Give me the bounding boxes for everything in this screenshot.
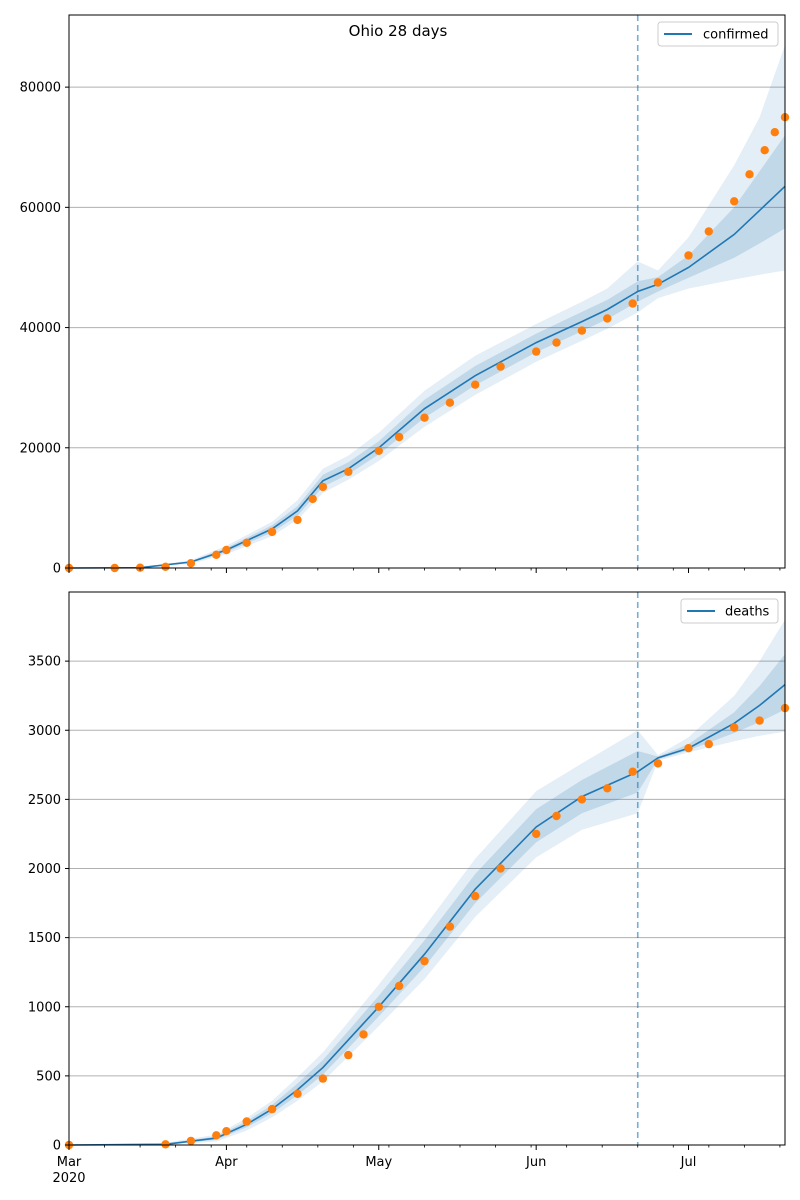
confirmed-observed-point [552, 338, 561, 347]
deaths-uncertainty-bands [69, 619, 785, 1145]
deaths-y-axis: 0 500 1000 1500 2000 2500 3000 3500 [28, 655, 69, 1154]
confirmed-observed-point [242, 538, 251, 547]
deaths-observed-point [532, 829, 541, 839]
x-tick-label: Apr [215, 1155, 238, 1170]
deaths-legend: deaths [680, 598, 779, 624]
confirmed-outer-band [69, 45, 785, 569]
confirmed-inner-band [69, 135, 785, 568]
deaths-observed-point [186, 1136, 196, 1146]
deaths-observed-point [628, 767, 637, 776]
confirmed-legend: confirmed [657, 21, 779, 47]
deaths-observed-point [552, 811, 561, 821]
confirmed-observed-point [374, 446, 383, 455]
deaths-observed-point [653, 759, 663, 768]
confirmed-legend-box [657, 21, 779, 47]
confirmed-model-line [68, 185, 786, 569]
deaths-observed-point [359, 1030, 368, 1039]
deaths-y-tick-label: 2500 [28, 793, 61, 808]
deaths-y-tick-label: 1000 [28, 1000, 61, 1015]
deaths-y-tick-label: 3000 [28, 724, 61, 739]
deaths-outer-band [69, 619, 785, 1145]
confirmed-legend-label: confirmed [703, 28, 769, 43]
deaths-observed-point [755, 716, 764, 725]
deaths-y-tick-label: 3500 [28, 655, 61, 670]
confirmed-observed-point [293, 515, 302, 525]
deaths-y-tick-label: 2000 [28, 862, 61, 877]
confirmed-observed-point [394, 432, 404, 442]
confirmed-observed-point [420, 413, 429, 422]
confirmed-observed-points [64, 113, 790, 573]
deaths-observed-point [445, 922, 455, 931]
confirmed-uncertainty-bands [69, 45, 785, 569]
confirmed-gridlines [69, 86, 785, 449]
confirmed-observed-point [760, 146, 769, 155]
deaths-observed-point [293, 1089, 302, 1099]
confirmed-y-tick-label: 80000 [20, 81, 61, 96]
deaths-observed-points [64, 703, 790, 1150]
confirmed-observed-point [212, 550, 221, 559]
deaths-legend-label: deaths [725, 605, 770, 620]
deaths-observed-point [212, 1131, 221, 1140]
confirmed-observed-point [471, 380, 480, 389]
confirmed-observed-point [770, 128, 779, 137]
confirmed-y-tick-label: 0 [53, 562, 61, 577]
confirmed-observed-point [603, 314, 612, 323]
x-tick-label: May [365, 1155, 392, 1170]
deaths-observed-point [471, 891, 480, 901]
confirmed-observed-point [684, 251, 693, 260]
deaths-gridlines [69, 660, 785, 1077]
confirmed-observed-point [186, 559, 196, 568]
confirmed-x-axis-ticks [68, 568, 781, 573]
confirmed-observed-point [653, 278, 663, 287]
deaths-observed-point [420, 956, 429, 966]
confirmed-observed-point [161, 562, 170, 571]
confirmed-y-tick-label: 40000 [20, 321, 61, 336]
x-tick-label: Jul [680, 1155, 697, 1170]
confirmed-observed-point [628, 299, 637, 308]
confirmed-plot-frame [68, 14, 786, 569]
confirmed-y-axis: 0 20000 40000 60000 80000 [20, 81, 69, 577]
deaths-observed-point [374, 1002, 383, 1011]
confirmed-panel: 0 20000 40000 60000 80000 confirmed [20, 14, 790, 577]
confirmed-observed-point [577, 326, 587, 335]
confirmed-observed-point [318, 482, 328, 492]
deaths-legend-box [680, 598, 779, 624]
deaths-observed-point [704, 739, 713, 749]
deaths-y-tick-label: 0 [53, 1139, 61, 1154]
confirmed-observed-point [308, 494, 317, 504]
x-tick-label: Mar [57, 1155, 82, 1170]
confirmed-y-tick-label: 20000 [20, 441, 61, 456]
deaths-y-tick-label: 500 [36, 1069, 61, 1084]
confirmed-observed-point [730, 197, 739, 206]
deaths-y-tick-label: 1500 [28, 931, 61, 946]
deaths-observed-point [684, 744, 693, 753]
deaths-observed-point [242, 1117, 251, 1126]
deaths-observed-point [394, 981, 404, 991]
x-tick-label: Jun [525, 1155, 546, 1170]
confirmed-observed-point [496, 362, 505, 371]
x-tick-sublabel: 2020 [52, 1171, 85, 1186]
figure-title: Ohio 28 days [349, 22, 448, 40]
deaths-observed-point [730, 723, 739, 732]
deaths-observed-point [318, 1074, 328, 1083]
deaths-observed-point [161, 1140, 170, 1149]
deaths-observed-point [577, 795, 587, 804]
deaths-observed-point [344, 1050, 353, 1060]
confirmed-observed-point [445, 398, 455, 407]
deaths-observed-point [267, 1104, 277, 1114]
confirmed-y-tick-label: 60000 [20, 201, 61, 216]
confirmed-observed-point [267, 527, 277, 537]
confirmed-observed-point [532, 347, 541, 356]
confirmed-observed-point [344, 467, 353, 476]
confirmed-observed-point [745, 170, 754, 179]
deaths-observed-point [222, 1127, 231, 1136]
confirmed-observed-point [704, 227, 713, 236]
deaths-observed-point [496, 864, 505, 873]
deaths-observed-point [603, 784, 612, 793]
deaths-inner-band [69, 654, 785, 1145]
confirmed-observed-point [222, 545, 231, 555]
